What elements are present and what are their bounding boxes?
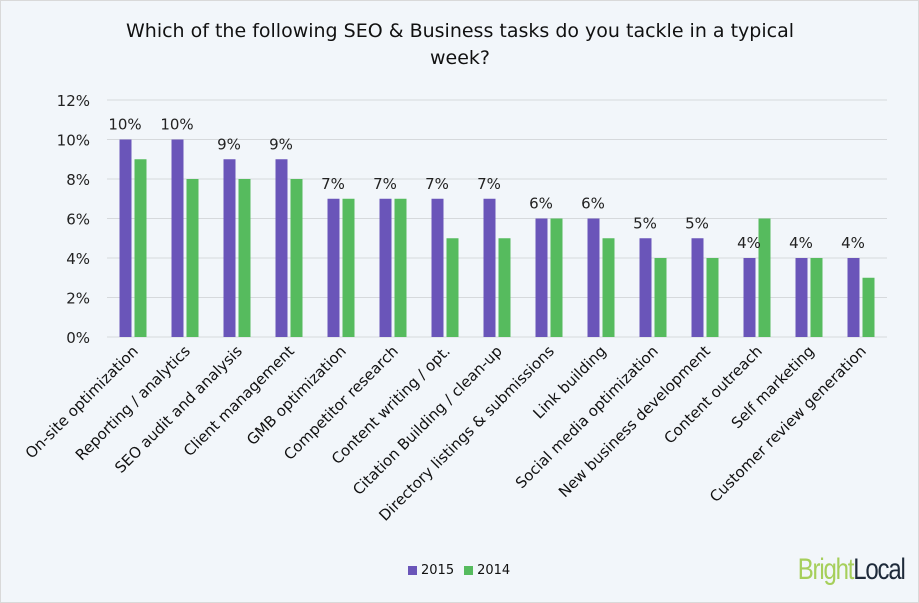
bar-2015	[275, 159, 288, 337]
bar-2015	[587, 218, 600, 337]
bar-2015	[171, 139, 184, 337]
y-tick-label: 6%	[66, 211, 90, 229]
bar-2015	[379, 198, 392, 337]
bar-2014	[446, 238, 459, 337]
bar-2014	[550, 218, 563, 337]
legend-label: 2015	[421, 563, 455, 578]
logo-part: Bright	[798, 553, 855, 586]
y-tick-label: 10%	[57, 132, 90, 150]
data-label: 7%	[477, 175, 501, 193]
y-tick-label: 0%	[66, 329, 90, 347]
bar-2014	[706, 258, 719, 337]
data-label: 9%	[217, 135, 241, 153]
brightlocal-logo: BrightLocal	[798, 553, 907, 587]
bar-2014	[394, 198, 407, 337]
x-tick-label: GMB optimization	[243, 342, 350, 449]
data-label: 6%	[529, 195, 553, 213]
bar-2014	[654, 258, 667, 337]
bar-2015	[743, 258, 756, 337]
data-label: 6%	[581, 195, 605, 213]
bar-2015	[327, 198, 340, 337]
data-label: 5%	[685, 214, 709, 232]
data-label: 4%	[789, 234, 813, 252]
legend-label: 2014	[477, 563, 511, 578]
bar-2014	[290, 179, 303, 337]
data-label: 4%	[737, 234, 761, 252]
bar-2014	[758, 218, 771, 337]
bar-2015	[691, 238, 704, 337]
chart-title: Which of the following SEO & Business ta…	[125, 20, 794, 69]
bar-2014	[186, 179, 199, 337]
legend-swatch	[464, 566, 474, 575]
bar-2014	[238, 179, 251, 337]
legend: 2015 2014	[408, 563, 510, 578]
bar-2015	[223, 159, 236, 337]
bar-2015	[431, 198, 444, 337]
y-tick-label: 8%	[66, 171, 90, 189]
bar-2014	[862, 277, 875, 337]
bar-2015	[483, 198, 496, 337]
data-label: 7%	[321, 175, 345, 193]
y-tick-label: 2%	[66, 290, 90, 308]
data-label: 9%	[269, 135, 293, 153]
y-tick-label: 12%	[57, 92, 90, 110]
legend-item-2014: 2014	[464, 563, 510, 578]
x-tick-label: Content outreach	[660, 342, 765, 447]
legend-swatch	[408, 566, 417, 575]
bar-2014	[810, 258, 823, 337]
data-label: 7%	[373, 175, 397, 193]
bar-2014	[134, 159, 147, 337]
data-label: 7%	[425, 175, 449, 193]
data-label: 10%	[108, 116, 141, 134]
bar-2015	[795, 258, 808, 337]
bar-2014	[498, 238, 511, 337]
logo-part: Local	[853, 553, 907, 586]
bar-2015	[847, 258, 860, 337]
data-label: 4%	[841, 234, 865, 252]
data-label: 5%	[633, 214, 657, 232]
bar-2015	[639, 238, 652, 337]
bar-2015	[535, 218, 548, 337]
bar-2014	[602, 238, 615, 337]
bar-2015	[119, 139, 132, 337]
data-label: 10%	[160, 116, 193, 134]
legend-item-2015: 2015	[408, 563, 454, 578]
y-tick-label: 4%	[66, 250, 90, 268]
bar-2014	[342, 198, 355, 337]
